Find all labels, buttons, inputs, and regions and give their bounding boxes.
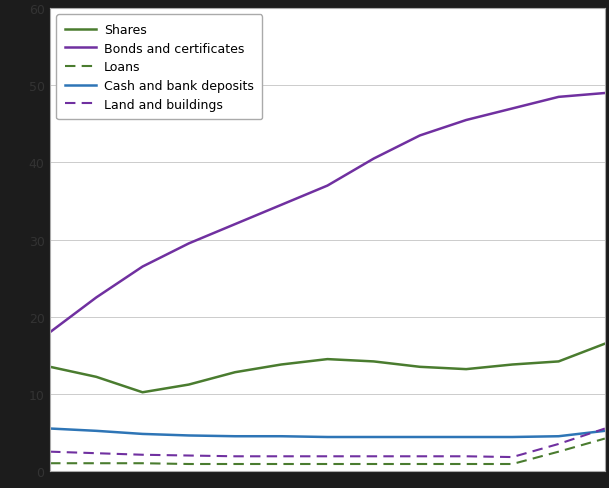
Shares (601, 341, 608, 347)
Bonds and certificates (93, 295, 100, 301)
Loans (324, 461, 331, 467)
Land and buildings (601, 426, 608, 431)
Shares (555, 359, 562, 365)
Loans (231, 461, 239, 467)
Shares (185, 382, 192, 387)
Loans (185, 461, 192, 467)
Legend: Shares, Bonds and certificates, Loans, Cash and bank deposits, Land and building: Shares, Bonds and certificates, Loans, C… (56, 16, 262, 120)
Bonds and certificates (509, 106, 516, 112)
Cash and bank deposits (370, 434, 378, 440)
Land and buildings (324, 453, 331, 459)
Bonds and certificates (231, 222, 239, 227)
Bonds and certificates (46, 329, 54, 335)
Bonds and certificates (417, 133, 424, 139)
Shares (93, 374, 100, 380)
Loans (278, 461, 285, 467)
Land and buildings (46, 449, 54, 455)
Bonds and certificates (278, 203, 285, 208)
Line: Bonds and certificates: Bonds and certificates (50, 94, 605, 332)
Land and buildings (555, 441, 562, 447)
Loans (601, 436, 608, 442)
Line: Shares: Shares (50, 344, 605, 392)
Cash and bank deposits (46, 426, 54, 431)
Bonds and certificates (185, 241, 192, 247)
Loans (555, 449, 562, 455)
Loans (46, 460, 54, 466)
Loans (370, 461, 378, 467)
Land and buildings (417, 453, 424, 459)
Line: Loans: Loans (50, 439, 605, 464)
Loans (93, 460, 100, 466)
Shares (417, 364, 424, 370)
Loans (139, 460, 146, 466)
Shares (278, 362, 285, 367)
Shares (324, 356, 331, 362)
Bonds and certificates (601, 91, 608, 97)
Cash and bank deposits (185, 433, 192, 439)
Land and buildings (278, 453, 285, 459)
Bonds and certificates (139, 264, 146, 270)
Line: Land and buildings: Land and buildings (50, 428, 605, 457)
Shares (231, 369, 239, 375)
Land and buildings (370, 453, 378, 459)
Cash and bank deposits (139, 431, 146, 437)
Cash and bank deposits (93, 428, 100, 434)
Land and buildings (231, 453, 239, 459)
Cash and bank deposits (324, 434, 331, 440)
Cash and bank deposits (555, 433, 562, 439)
Bonds and certificates (324, 183, 331, 189)
Shares (46, 364, 54, 370)
Shares (139, 389, 146, 395)
Bonds and certificates (370, 156, 378, 162)
Cash and bank deposits (231, 433, 239, 439)
Bonds and certificates (462, 118, 470, 123)
Land and buildings (462, 453, 470, 459)
Bonds and certificates (555, 95, 562, 101)
Cash and bank deposits (509, 434, 516, 440)
Shares (462, 366, 470, 372)
Land and buildings (509, 454, 516, 460)
Cash and bank deposits (601, 428, 608, 434)
Shares (509, 362, 516, 367)
Cash and bank deposits (278, 433, 285, 439)
Loans (417, 461, 424, 467)
Loans (462, 461, 470, 467)
Land and buildings (139, 452, 146, 458)
Loans (509, 461, 516, 467)
Land and buildings (185, 453, 192, 459)
Shares (370, 359, 378, 365)
Cash and bank deposits (417, 434, 424, 440)
Land and buildings (93, 450, 100, 456)
Cash and bank deposits (462, 434, 470, 440)
Line: Cash and bank deposits: Cash and bank deposits (50, 428, 605, 437)
